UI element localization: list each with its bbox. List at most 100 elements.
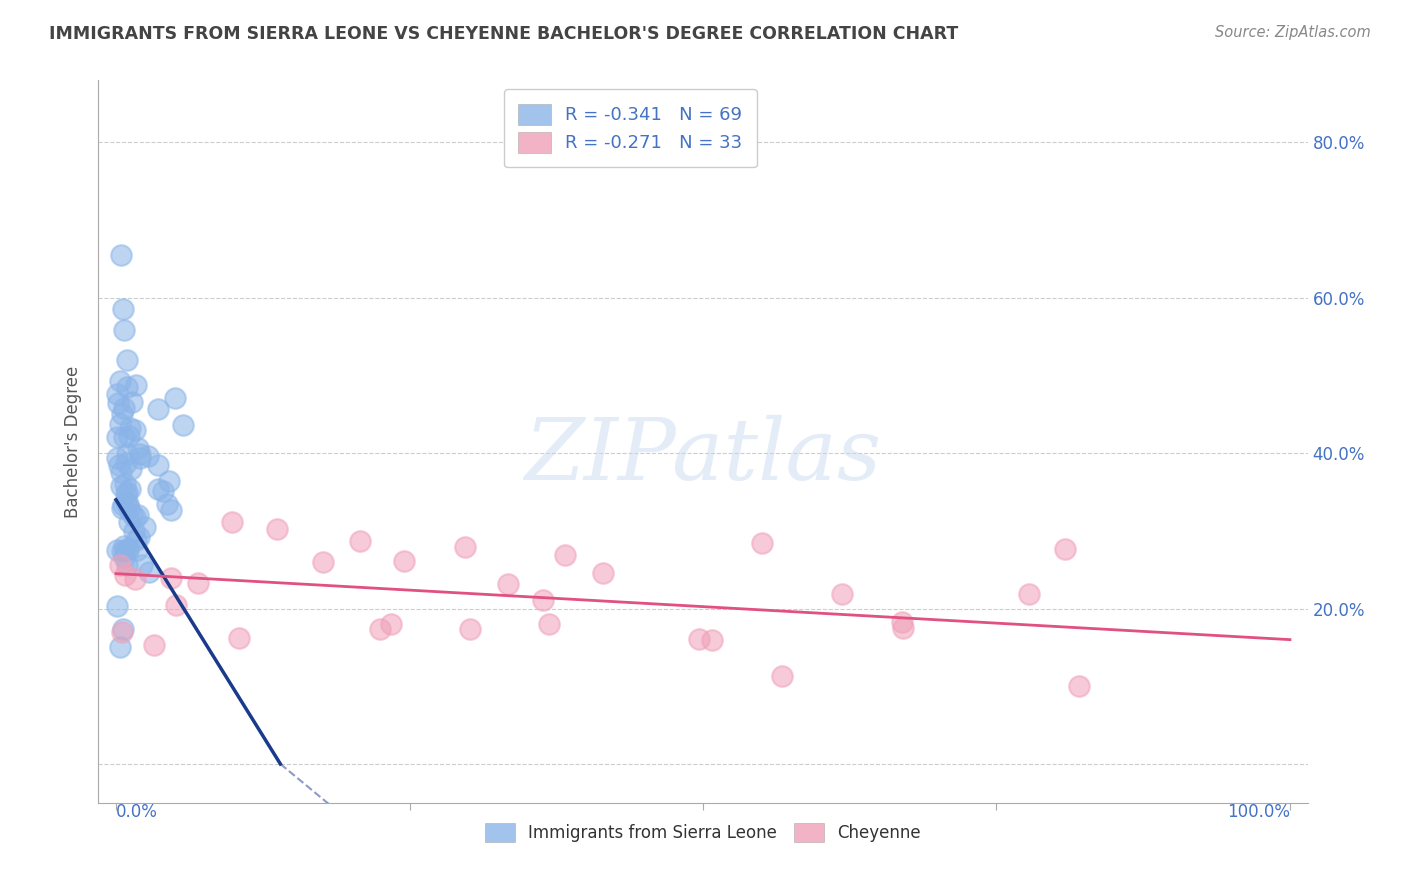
Point [112, 302, 135, 317]
Point [454, 540, 477, 554]
Point [165, 391, 187, 405]
Point [392, 554, 415, 568]
Point [124, 572, 146, 586]
Point [118, 482, 141, 496]
Point [146, 482, 169, 496]
Point [122, 524, 145, 538]
Text: ZIPatlas: ZIPatlas [524, 415, 882, 498]
Point [554, 548, 576, 562]
Text: Source: ZipAtlas.com: Source: ZipAtlas.com [1215, 25, 1371, 40]
Point [115, 487, 138, 501]
Point [831, 586, 853, 600]
Point [111, 407, 134, 421]
Point [108, 374, 131, 388]
Point [891, 615, 914, 629]
Point [117, 541, 139, 556]
Point [115, 484, 138, 499]
Point [148, 401, 170, 416]
Point [112, 540, 135, 554]
Point [125, 533, 148, 547]
Point [121, 507, 143, 521]
Point [142, 638, 165, 652]
Point [537, 617, 560, 632]
Point [1018, 587, 1040, 601]
Point [118, 420, 141, 434]
Point [107, 395, 129, 409]
Point [1054, 542, 1077, 557]
Text: IMMIGRANTS FROM SIERRA LEONE VS CHEYENNE BACHELOR'S DEGREE CORRELATION CHART: IMMIGRANTS FROM SIERRA LEONE VS CHEYENNE… [49, 25, 959, 43]
Point [128, 451, 150, 466]
Point [111, 623, 134, 637]
Point [702, 633, 724, 648]
Point [159, 503, 181, 517]
Point [117, 543, 139, 558]
Point [110, 465, 132, 479]
Point [110, 640, 132, 655]
Point [107, 458, 129, 472]
Point [111, 500, 134, 515]
Point [134, 520, 156, 534]
Point [115, 353, 138, 368]
Point [156, 497, 179, 511]
Point [112, 323, 135, 337]
Point [124, 510, 146, 524]
Point [114, 543, 136, 558]
Legend: Immigrants from Sierra Leone, Cheyenne: Immigrants from Sierra Leone, Cheyenne [475, 813, 931, 852]
Point [157, 474, 180, 488]
Point [1067, 679, 1090, 693]
Point [152, 483, 174, 498]
Point [172, 418, 194, 433]
Point [114, 568, 136, 582]
Point [112, 401, 135, 416]
Point [115, 379, 138, 393]
Point [110, 478, 132, 492]
Point [312, 555, 335, 569]
Point [124, 423, 146, 437]
Point [117, 558, 139, 573]
Point [108, 417, 131, 432]
Point [111, 498, 134, 512]
Point [228, 631, 250, 645]
Point [891, 621, 914, 635]
Point [108, 558, 131, 573]
Point [121, 394, 143, 409]
Point [105, 450, 128, 465]
Text: 100.0%: 100.0% [1227, 803, 1289, 821]
Point [120, 461, 142, 475]
Point [496, 576, 519, 591]
Point [751, 535, 773, 549]
Point [165, 598, 187, 612]
Point [118, 500, 141, 515]
Point [368, 622, 391, 636]
Point [138, 565, 160, 579]
Point [266, 522, 288, 536]
Point [531, 592, 554, 607]
Point [772, 669, 794, 683]
Point [131, 558, 153, 572]
Point [112, 430, 135, 444]
Point [110, 248, 132, 262]
Point [160, 571, 183, 585]
Text: 0.0%: 0.0% [117, 803, 157, 821]
Point [136, 449, 159, 463]
Point [114, 457, 136, 471]
Point [592, 566, 614, 581]
Point [118, 429, 141, 443]
Y-axis label: Bachelor's Degree: Bachelor's Degree [65, 366, 83, 517]
Point [458, 622, 481, 636]
Point [125, 378, 148, 392]
Point [105, 599, 128, 614]
Point [117, 498, 139, 512]
Point [105, 430, 128, 444]
Point [349, 534, 371, 549]
Point [114, 495, 136, 509]
Point [129, 447, 152, 461]
Point [115, 447, 138, 461]
Point [118, 515, 141, 529]
Point [110, 544, 132, 558]
Point [125, 542, 148, 557]
Point [111, 624, 134, 639]
Point [187, 576, 209, 591]
Point [105, 543, 128, 558]
Point [148, 458, 170, 473]
